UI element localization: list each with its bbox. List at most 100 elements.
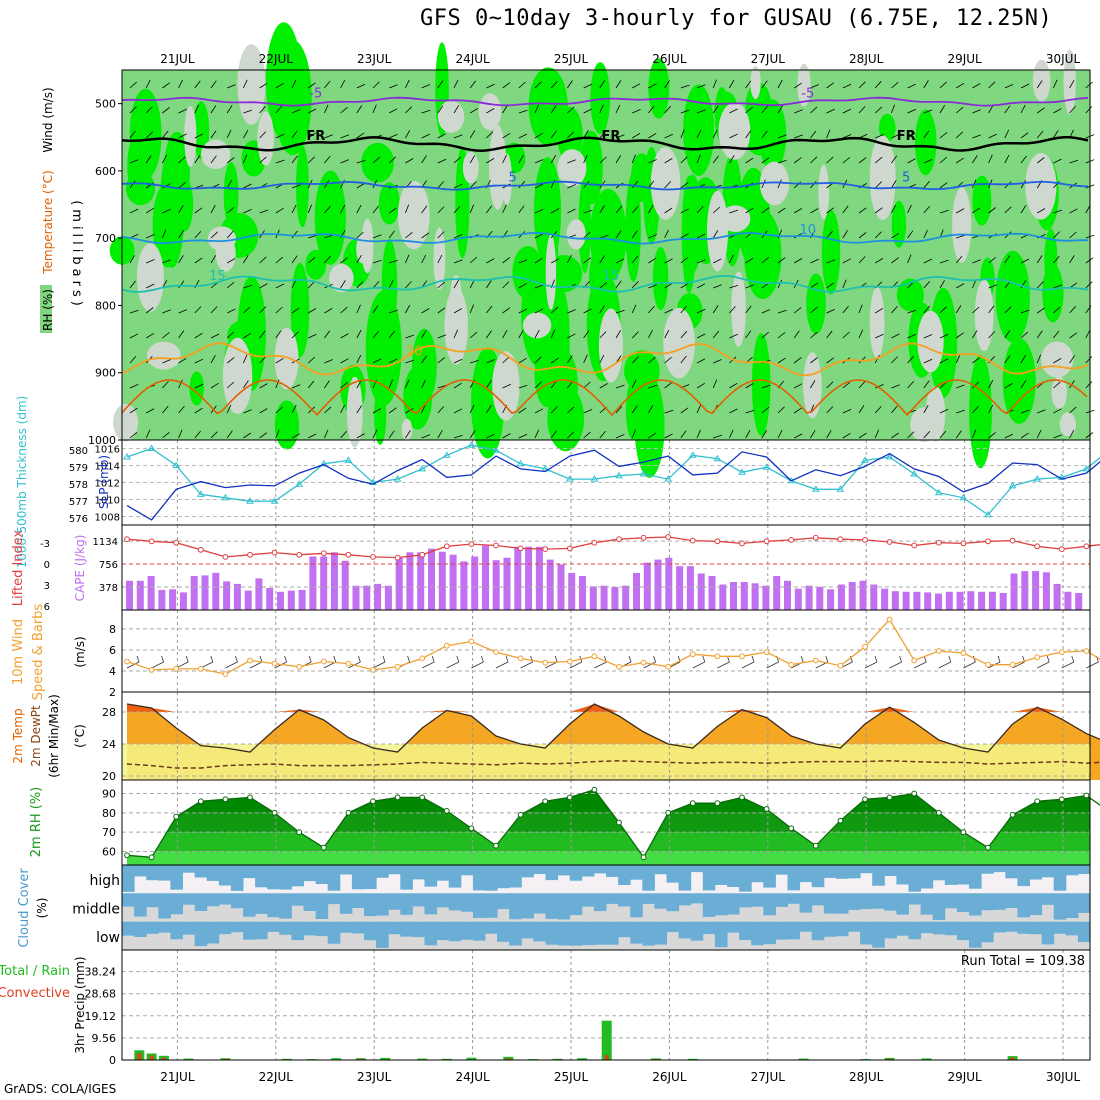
cape-bar [676,566,684,610]
wind-barb [891,356,898,364]
wind-barb [372,205,379,214]
rh-dry-cell [237,44,266,125]
cloud-cell [787,921,801,940]
wind-barb [550,430,557,439]
wind-barb [615,80,622,89]
wind-barb [599,104,604,114]
cloud-cell [1005,921,1018,932]
wind-barb [421,155,427,164]
thickness-line [126,444,1100,516]
cloud-cell [279,921,292,935]
wind-barb [907,230,914,239]
wind-barb [129,355,137,364]
wind-barb [307,82,316,89]
wind-barb [858,405,865,414]
cloud-cell [751,921,764,946]
thickness-point [565,475,574,482]
cape-bar [762,585,770,610]
wind-barb [583,431,591,439]
isotherm-label: 5 [508,171,516,186]
cloud-cell [956,865,970,885]
precip-total-bar [380,1057,391,1060]
cloud-cell [606,893,619,904]
cloud-cell [557,865,571,876]
wind-barb [972,83,981,89]
wind-barb [210,333,220,339]
wind-barb [664,433,673,439]
cloud-cell [243,921,256,940]
rh-point [566,794,573,801]
lifted-index-point [468,541,475,547]
wind-barb [810,331,818,339]
wind-barb [470,359,479,364]
wind-barb [307,156,315,164]
rh-point [591,786,598,793]
cloud-cell [1029,865,1043,880]
rh-dry-cell [797,63,811,107]
wind-barb [275,379,280,389]
wind-barb-flag [530,655,533,663]
cape-bar [233,583,241,610]
wind-barb [874,231,882,239]
wind-barb [583,308,592,314]
wind-barb [939,358,949,364]
date-label-bottom: 27JUL [751,1070,786,1084]
wind-barb [372,429,378,439]
cloud-cell [521,921,534,939]
date-label-top: 30JUL [1046,52,1081,66]
wind-barb [1069,306,1076,314]
precip-total-bar [798,1058,809,1060]
wind-barb [340,204,346,214]
wind-barb [291,230,298,239]
wind-barb [162,332,170,339]
wind-barb [1053,358,1062,364]
wind-barb [145,307,154,314]
wind-barb [696,308,706,314]
lifted-index-point [665,534,672,540]
wind-speed-point [665,663,672,670]
wind-barb [534,284,544,289]
cape-bar [449,554,457,610]
cape-tick-label: 378 [99,583,118,594]
wind-barb [324,234,334,239]
wind-barb [842,205,849,214]
wind-barb [826,207,835,214]
wind-barb [914,661,927,669]
wind-barb [1004,433,1014,439]
wind-barb [225,661,238,669]
wind-barb [955,255,963,264]
cloud-cell [884,893,897,911]
wind-barb [372,259,382,264]
precip-convective-bar [1010,1057,1015,1060]
wind-barb [631,180,639,189]
wind-barb [145,106,153,114]
wind-barb [129,106,137,114]
cloud-cell [787,893,801,904]
isotherm-line [121,231,1088,245]
rh-moist-cell [969,355,992,469]
wind-barb [469,304,474,314]
wind-barb [939,306,947,314]
wind-barb [372,179,378,189]
date-label-bottom: 29JUL [947,1070,982,1084]
cape-bar [589,586,597,610]
cloud-cell [690,893,704,904]
precip-convective-bar [506,1058,511,1060]
wind-barb [680,355,687,364]
wind-barb [146,259,155,264]
cloud-cell [872,893,885,909]
rh-moist-cell [305,249,327,280]
precip-total-bar [577,1058,588,1060]
cloud-cell [714,893,728,916]
cloud-cell [1005,893,1018,908]
cape-bar [438,551,446,610]
wind-barb [858,304,863,314]
wind-barb [858,207,867,214]
wind-barb [826,430,832,439]
cape-bar [686,566,694,610]
wind-barb [680,84,690,89]
wind-barb [680,156,688,164]
wind-barb [307,132,316,139]
rh-dry-cell [356,234,368,264]
